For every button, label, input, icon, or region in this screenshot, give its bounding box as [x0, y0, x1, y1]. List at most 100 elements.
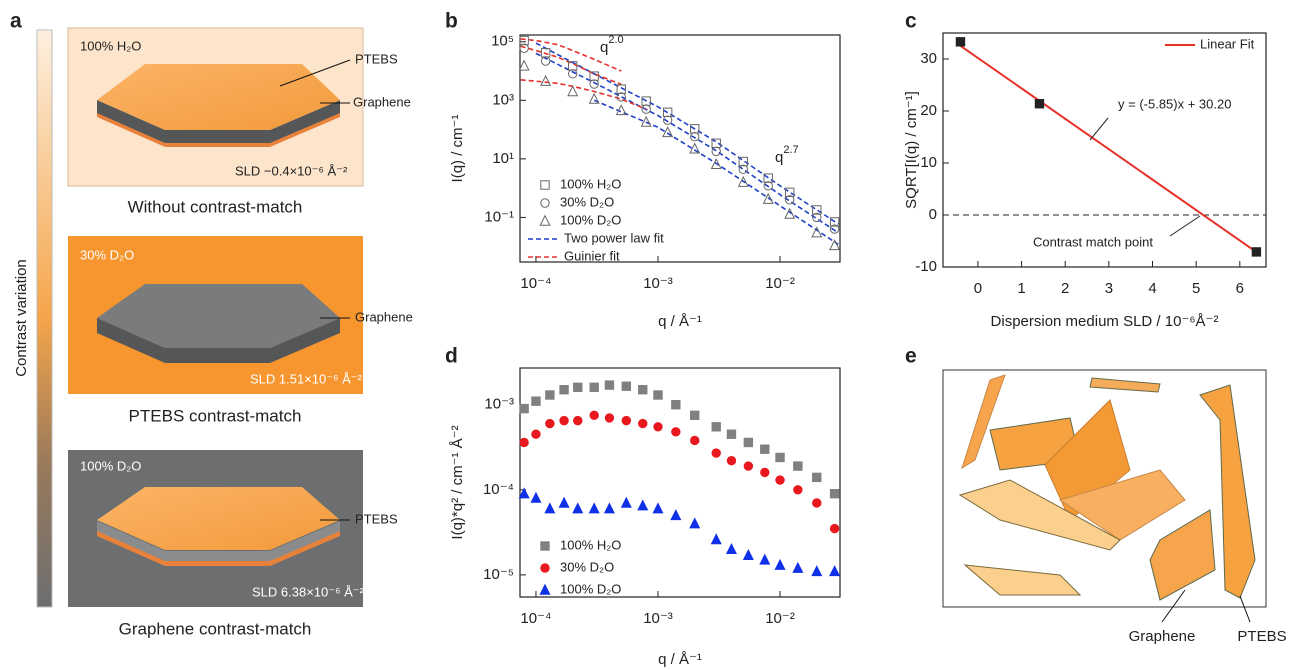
x-tick-label: 10⁻³ — [643, 275, 673, 292]
marker — [738, 164, 748, 174]
panel-letter: c — [905, 10, 917, 33]
marker — [829, 523, 840, 534]
marker — [811, 565, 823, 577]
sheet — [963, 564, 1082, 596]
marker — [742, 548, 754, 560]
arrow — [1161, 589, 1186, 623]
marker — [559, 415, 569, 426]
marker — [690, 435, 700, 446]
marker — [621, 381, 632, 391]
y-tick-label: 10³ — [492, 91, 514, 108]
y-tick-label: 10¹ — [492, 150, 514, 167]
marker — [793, 461, 803, 471]
marker — [604, 380, 615, 390]
legend-label: Guinier fit — [564, 248, 620, 263]
marker — [784, 195, 795, 205]
y-tick-label: -10 — [915, 258, 937, 275]
legend-label: 100% H₂O — [560, 176, 621, 191]
marker — [638, 385, 648, 395]
marker — [774, 558, 786, 570]
arrow — [1089, 117, 1109, 141]
marker — [589, 382, 599, 393]
marker — [829, 489, 840, 499]
marker — [573, 382, 583, 393]
marker — [793, 485, 803, 495]
marker — [604, 413, 615, 423]
caption: Without contrast-match — [128, 197, 303, 216]
marker — [690, 132, 700, 142]
marker — [662, 126, 674, 138]
hexagon — [97, 64, 340, 130]
fit-line — [593, 99, 839, 246]
sld: SLD 6.38×10⁻⁶ Å⁻² — [252, 584, 365, 599]
marker — [616, 84, 626, 94]
marker — [689, 142, 701, 154]
marker — [567, 69, 578, 79]
marker — [775, 475, 785, 485]
sld: SLD −0.4×10⁻⁶ Å⁻² — [235, 163, 348, 178]
legend-label: Linear Fit — [1200, 36, 1255, 51]
chart: d 10⁻⁴ 10⁻³ 10⁻² 10⁻⁵ 10⁻⁴ 10⁻³ q / Å⁻¹ I(q)*q² … — [445, 345, 841, 668]
legend-marker — [539, 214, 551, 226]
legend-marker — [540, 563, 550, 573]
marker — [531, 396, 541, 406]
x-tick-label: 10⁻³ — [643, 610, 673, 627]
marker — [812, 212, 822, 223]
chart: b 10⁻⁴ 10⁻³ 10⁻² 10⁻¹ 10¹ 10³ 10⁵ q / Å⁻¹ I(q) / … — [445, 10, 841, 330]
fit-line — [520, 79, 647, 110]
x-tick-label: 10⁻² — [765, 275, 795, 292]
marker — [637, 499, 649, 511]
marker — [519, 403, 529, 414]
marker — [572, 502, 584, 514]
marker — [760, 444, 770, 454]
layer — [97, 521, 340, 561]
marker — [762, 192, 774, 204]
legend-marker — [540, 180, 550, 190]
layer — [97, 318, 340, 363]
panel-a: a Contrast variation 100% H₂O PTEBS Grap… — [10, 10, 413, 639]
hexagon — [97, 487, 340, 550]
label: PTEBS — [355, 51, 398, 66]
marker — [811, 226, 823, 238]
side-label: Contrast variation — [13, 259, 30, 377]
marker — [519, 43, 529, 53]
y-tick-label: 20 — [920, 102, 937, 119]
marker — [530, 491, 542, 503]
arrow — [279, 59, 351, 87]
marker — [567, 85, 579, 97]
panel-letter: b — [445, 10, 458, 33]
panel-letter: e — [905, 345, 917, 368]
marker — [589, 410, 599, 421]
sld: SLD 1.51×10⁻⁶ Å⁻² — [250, 371, 363, 386]
marker — [784, 187, 795, 198]
x-tick-label: 2 — [1061, 280, 1069, 297]
marker — [759, 553, 771, 565]
legend-label: 100% H₂O — [560, 537, 621, 552]
marker — [690, 410, 700, 421]
fit-line — [535, 52, 839, 234]
marker — [711, 146, 721, 157]
label: Graphene — [353, 94, 411, 109]
plot-frame — [942, 32, 1267, 268]
marker — [588, 502, 600, 514]
marker — [829, 224, 840, 234]
layer — [97, 100, 340, 143]
marker — [743, 437, 754, 448]
annotation-exponent: 2.0 — [608, 34, 623, 46]
y-tick-label: 10⁻⁴ — [483, 481, 514, 498]
caption: PTEBS contrast-match — [129, 406, 302, 425]
arrow — [1239, 595, 1251, 623]
y-axis-label: I(q)*q² / cm⁻¹ Å⁻² — [449, 425, 466, 539]
marker — [540, 56, 551, 66]
marker — [760, 467, 770, 478]
legend-label: 30% D₂O — [560, 559, 614, 574]
marker — [545, 390, 555, 400]
marker — [662, 107, 673, 117]
label: Graphene — [1129, 628, 1196, 645]
marker — [743, 461, 754, 471]
x-axis-label: q / Å⁻¹ — [658, 313, 702, 330]
annotation-base: q — [600, 39, 608, 56]
marker — [812, 472, 822, 483]
marker — [638, 418, 648, 429]
x-axis-label: q / Å⁻¹ — [658, 651, 702, 668]
